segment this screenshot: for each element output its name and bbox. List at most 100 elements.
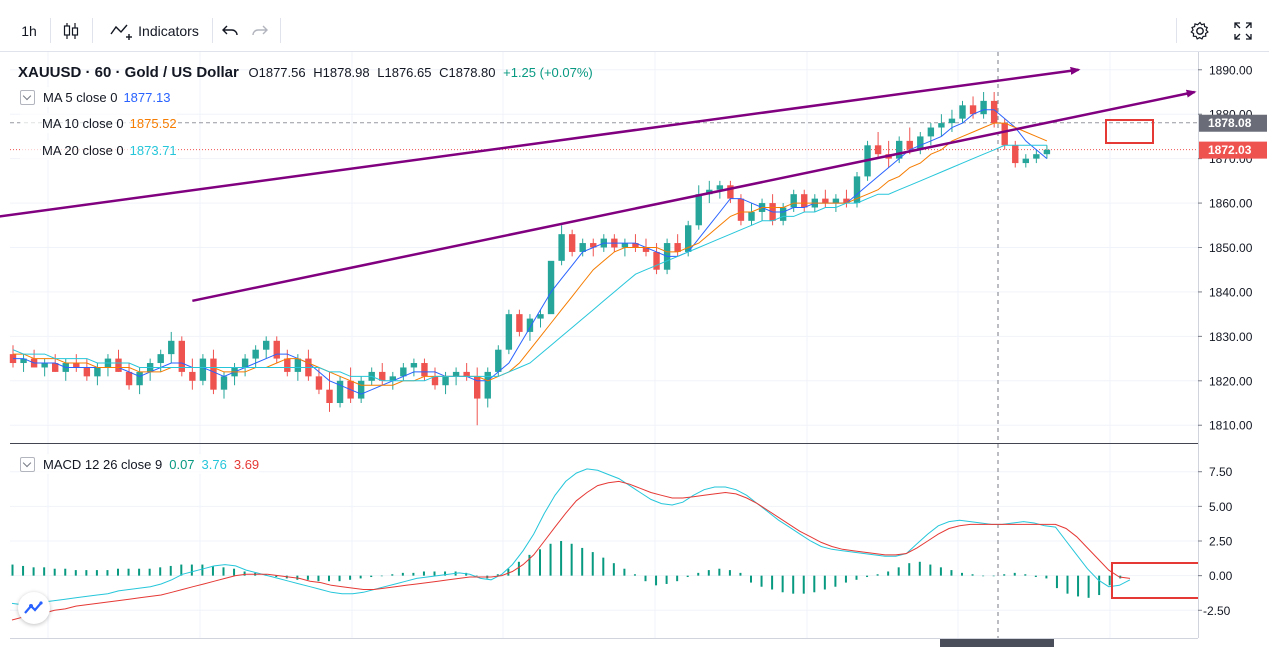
macd-hist-bar (180, 564, 183, 576)
candle-body (1012, 145, 1019, 164)
indicators-icon (110, 24, 133, 40)
symbol-title: XAUUSD · 60 · Gold / US Dollar (18, 64, 239, 81)
redo-icon (252, 25, 268, 35)
macd-hist-bar (401, 572, 404, 576)
candle-body (326, 389, 333, 404)
indicators-button[interactable]: Indicators (96, 10, 212, 51)
ma10-legend[interactable]: MA 10 close 0 1875.52 (20, 113, 177, 133)
tradingview-logo[interactable] (18, 592, 50, 624)
high-value: H1878.98 (313, 65, 370, 80)
settings-button[interactable] (1184, 10, 1216, 51)
candle-body (547, 260, 555, 315)
macd-hist-bar (22, 565, 25, 576)
chart-type-button[interactable] (52, 10, 90, 51)
macd-line (11, 468, 1131, 606)
candle-body (178, 340, 185, 372)
macd-hist-bar (53, 568, 56, 576)
interval-button[interactable]: 1h (10, 10, 48, 51)
macd-hist-bar (781, 575, 784, 593)
drawings[interactable] (0, 66, 1240, 599)
trendline-channel-lower (192, 89, 1197, 303)
macd-hist-bar (1108, 575, 1111, 586)
current-price-badge-label: 1878.08 (1208, 116, 1252, 130)
macd-hist-bar (539, 549, 541, 576)
macd-hist-bar (612, 563, 615, 576)
indicators-label: Indicators (138, 22, 199, 39)
macd-hist-bar (74, 570, 77, 576)
macd-hist-bar (43, 567, 46, 576)
macd-hist-bar (517, 561, 520, 576)
undo-button[interactable] (216, 10, 244, 51)
macd-tick-label: 5.00 (1209, 500, 1233, 514)
candle-body (737, 198, 745, 221)
macd-hist-bar (138, 568, 141, 576)
candle-body (379, 371, 386, 381)
candle-body (853, 176, 861, 204)
macd-hist-bar (507, 568, 510, 576)
ma20-value: 1873.71 (129, 142, 177, 158)
axes: 1890.001880.001870.001860.001850.001840.… (10, 52, 1269, 647)
ma20-legend[interactable]: MA 20 close 0 1873.71 (20, 140, 177, 160)
candle-body (284, 358, 291, 372)
candle-body (199, 358, 207, 381)
candle-body (389, 376, 396, 381)
macd-hist-bar (1034, 575, 1037, 578)
macd-hist-bar (1045, 575, 1048, 579)
macd-hist-bar (349, 575, 352, 580)
ma5-legend[interactable]: MA 5 close 0 1877.13 (20, 87, 171, 107)
candle-body (1022, 158, 1029, 164)
candle-body (189, 371, 196, 381)
plot-background (10, 52, 1198, 638)
ma10-label: MA 10 close 0 (42, 115, 124, 131)
macd-hist-bar (855, 575, 858, 580)
logo-icon (24, 601, 43, 614)
macd-hist-bar (834, 575, 837, 587)
candle-body (1043, 149, 1051, 155)
macd-tick-label: 0.00 (1209, 569, 1233, 583)
candle-body (273, 340, 280, 359)
candle-body (959, 105, 966, 119)
macd-hist-bar (844, 575, 847, 583)
macd-hist-bar (982, 575, 985, 577)
price-tick-label: 1890.00 (1209, 63, 1253, 77)
top-toolbar: 1h Indicators (0, 10, 1269, 52)
macd-hist-bar (929, 564, 932, 576)
price-tick-label: 1820.00 (1209, 374, 1253, 388)
candle-body (410, 363, 418, 368)
ma-line-ma5 (13, 109, 1048, 395)
macd-hist-bar (718, 568, 721, 576)
macd-hist-bar (1098, 575, 1101, 596)
candle-body (938, 123, 945, 128)
macd-hist-bar (190, 564, 193, 576)
candle-body (790, 194, 797, 208)
macd-hist-bar (908, 563, 911, 576)
candle-body (579, 243, 586, 252)
collapse-icon[interactable] (20, 456, 35, 472)
highlight-box-price (1105, 119, 1154, 144)
macd-hist-bar (1055, 575, 1058, 589)
candle-body (220, 376, 228, 390)
macd-hist-bar (1003, 574, 1006, 576)
macd-hist-bar (338, 575, 341, 582)
macd-hist-bar (644, 575, 647, 582)
undo-icon (222, 25, 238, 35)
fullscreen-button[interactable] (1226, 10, 1260, 51)
macd-hist-bar (275, 575, 278, 578)
candle-body (727, 185, 734, 199)
macd-hist-bar (939, 567, 942, 576)
candle-body (168, 340, 175, 355)
candle-body (495, 349, 502, 372)
macd-hist-bar (380, 575, 383, 577)
macd-legend[interactable]: MACD 12 26 close 9 0.07 3.76 3.69 (20, 454, 260, 474)
redo-button[interactable] (246, 10, 274, 51)
toolbar-divider (50, 18, 51, 43)
collapse-icon[interactable] (20, 89, 35, 105)
price-tick-label: 1830.00 (1209, 330, 1253, 344)
macd-hist-bar (623, 568, 626, 576)
last-price-badge (1199, 141, 1267, 159)
macd-hist-bar (971, 574, 974, 576)
macd-hist-bar (433, 571, 436, 576)
macd-hist-bar (992, 575, 995, 577)
candle-body (716, 185, 724, 190)
